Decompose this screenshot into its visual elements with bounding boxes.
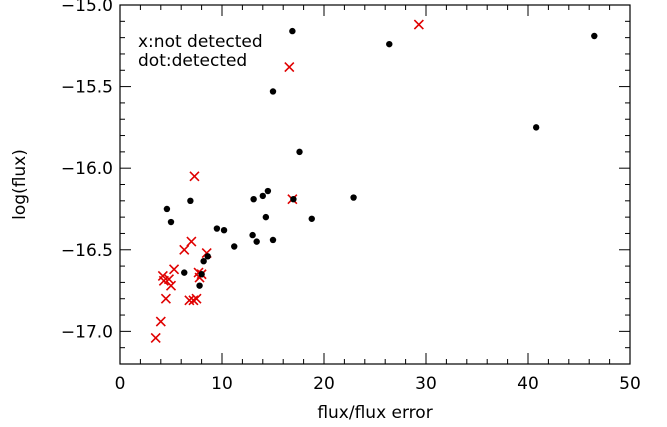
detected-dot-mark	[249, 231, 256, 239]
detected-dot-mark	[167, 218, 175, 226]
detected-dot-mark	[200, 257, 207, 265]
detected-dot-mark	[198, 271, 205, 278]
not-detected-x-mark	[186, 236, 197, 247]
x-tick-label: 50	[619, 374, 641, 394]
x-tick-label: 30	[415, 374, 437, 394]
not-detected-x-mark	[150, 332, 161, 343]
y-tick-label: −17.0	[61, 322, 113, 342]
y-axis-label: log(flux)	[10, 149, 30, 220]
detected-dot-mark	[181, 269, 188, 276]
detected-dot-mark	[231, 243, 238, 250]
axis-ticks	[119, 4, 631, 365]
detected-dot-mark	[213, 225, 221, 232]
detected-dot-mark	[187, 197, 194, 205]
not-detected-x-mark	[165, 280, 177, 291]
not-detected-x-mark	[168, 264, 180, 275]
not-detected-x-mark	[284, 61, 295, 73]
not-detected-x-mark	[163, 274, 175, 285]
detected-dot-mark	[196, 282, 203, 289]
detected-dot-mark	[264, 187, 272, 195]
x-axis-label: flux/flux error	[317, 403, 432, 423]
detected-dot-mark	[289, 27, 296, 35]
y-tick-label: −15.0	[61, 0, 113, 16]
detected-dot-mark	[296, 148, 303, 156]
not-detected-x-mark	[179, 244, 190, 255]
not-detected-x-mark	[413, 19, 424, 30]
detected-dot-mark	[163, 205, 171, 213]
detected-dot-mark	[204, 253, 211, 260]
not-detected-x-mark	[188, 295, 199, 306]
detected-dot-mark	[386, 40, 393, 48]
detected-dot-mark	[308, 215, 315, 222]
detected-dot-mark	[250, 195, 257, 203]
detected-dot-mark	[253, 238, 260, 245]
y-tick-label: −15.5	[61, 78, 113, 98]
legend-note-not-detected: x:not detected	[138, 32, 263, 52]
detected-dot-mark	[532, 124, 540, 131]
y-tick-label: −16.0	[61, 159, 113, 179]
not-detected-x-mark	[191, 293, 202, 304]
not-detected-x-mark	[189, 171, 200, 182]
y-tick-label: −16.5	[61, 241, 113, 261]
data-marks	[150, 19, 598, 343]
detected-dot-mark	[350, 194, 357, 201]
detected-dot-mark	[259, 192, 266, 200]
x-tick-label: 40	[517, 374, 539, 394]
detected-dot-mark	[591, 32, 598, 40]
detected-dot-mark	[220, 226, 228, 234]
detected-dot-mark	[269, 88, 277, 95]
not-detected-x-mark	[155, 316, 166, 327]
detected-dot-mark	[269, 236, 277, 244]
x-tick-label: 0	[115, 374, 126, 394]
detected-dot-mark	[262, 213, 270, 221]
x-tick-label: 20	[313, 374, 335, 394]
axis-tick-labels: 0 10 20 30 40 50 −17.0 −16.5 −16.0 −15.5 −15.0	[61, 0, 641, 394]
x-tick-label: 10	[211, 374, 233, 394]
legend-note-detected: dot:detected	[138, 51, 247, 71]
detected-dot-mark	[290, 195, 297, 203]
not-detected-x-mark	[160, 293, 171, 304]
